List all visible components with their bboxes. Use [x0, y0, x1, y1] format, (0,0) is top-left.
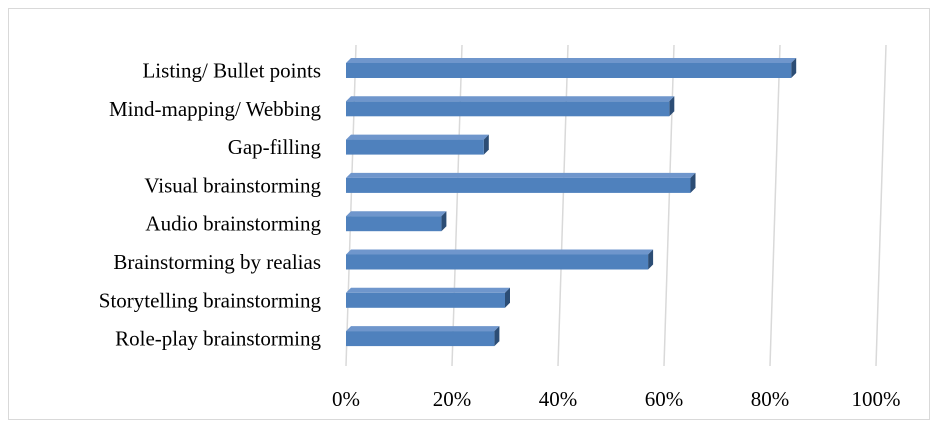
- bar: [346, 287, 510, 308]
- bar-front-face: [346, 331, 495, 347]
- bar: [346, 134, 489, 155]
- category-labels: Listing/ Bullet points Mind-mapping/ Webb…: [99, 59, 322, 351]
- bar-front-face: [346, 63, 792, 78]
- x-tick-label: 100%: [852, 387, 901, 411]
- bar-side-face: [441, 211, 447, 232]
- bar: [346, 211, 447, 232]
- bar-side-face: [791, 58, 797, 78]
- bar-front-face: [346, 139, 484, 155]
- bar-front-face: [346, 216, 442, 232]
- bar-top-face: [346, 287, 510, 293]
- gridline-20: [451, 44, 463, 367]
- category-label: Role-play brainstorming: [115, 327, 321, 351]
- bar: [346, 172, 696, 193]
- bar-side-face: [505, 287, 510, 308]
- gridline-100: [875, 44, 887, 367]
- bar: [346, 326, 500, 347]
- bar: [346, 249, 654, 270]
- chart-frame: Listing/ Bullet points Mind-mapping/ Webb…: [8, 8, 930, 420]
- bar-side-face: [690, 172, 696, 193]
- x-tick-label: 40%: [539, 387, 578, 411]
- bar-top-face: [346, 211, 447, 217]
- bar-chart: Listing/ Bullet points Mind-mapping/ Webb…: [99, 44, 901, 411]
- bar-side-face: [494, 326, 500, 347]
- bar-front-face: [346, 292, 505, 308]
- bar-front-face: [346, 177, 691, 193]
- gridline-60: [663, 44, 675, 367]
- x-axis-tick-labels: 0% 20% 40% 60% 80% 100%: [332, 387, 901, 411]
- category-label: Storytelling brainstorming: [99, 288, 322, 312]
- bar: [346, 58, 797, 78]
- bar: [346, 96, 675, 117]
- category-label: Mind-mapping/ Webbing: [109, 97, 321, 121]
- category-label: Visual brainstorming: [144, 173, 321, 197]
- x-tick-label: 0%: [332, 387, 360, 411]
- bar-side-face: [648, 249, 654, 270]
- gridline-0: [345, 44, 357, 367]
- category-label: Listing/ Bullet points: [142, 59, 321, 83]
- bar-top-face: [346, 249, 654, 255]
- category-label: Brainstorming by realias: [113, 250, 321, 274]
- category-label: Gap-filling: [228, 135, 322, 159]
- x-tick-label: 80%: [751, 387, 790, 411]
- bar-side-face: [483, 134, 489, 155]
- bar-top-face: [346, 326, 500, 332]
- bar-top-face: [346, 134, 489, 140]
- category-label: Audio brainstorming: [145, 212, 321, 236]
- x-tick-label: 20%: [433, 387, 472, 411]
- x-tick-label: 60%: [645, 387, 684, 411]
- gridlines: [345, 44, 887, 367]
- bar-top-face: [346, 172, 696, 178]
- bar-front-face: [346, 254, 649, 270]
- bar-top-face: [346, 58, 797, 63]
- gridline-40: [557, 44, 569, 367]
- bars: [346, 58, 797, 347]
- bar-top-face: [346, 96, 675, 102]
- bar-front-face: [346, 101, 670, 117]
- bar-side-face: [669, 96, 675, 117]
- gridline-80: [769, 44, 781, 367]
